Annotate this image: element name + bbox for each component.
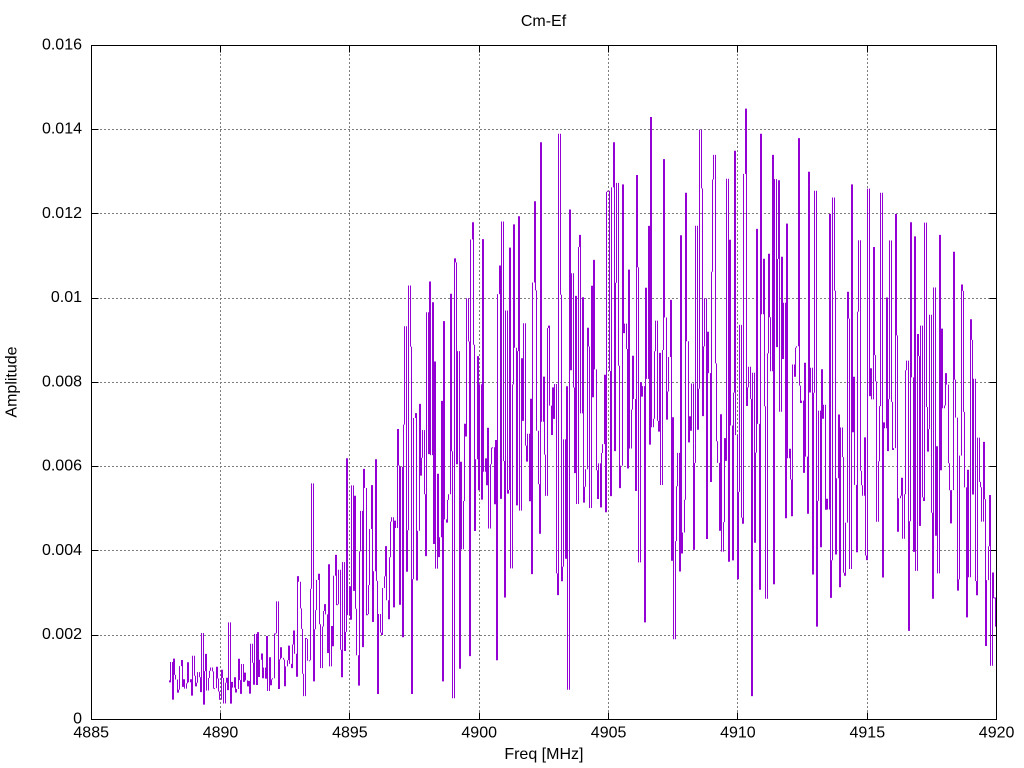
svg-text:4915: 4915 <box>850 725 886 742</box>
svg-text:0.002: 0.002 <box>42 626 82 643</box>
svg-text:4885: 4885 <box>73 725 109 742</box>
svg-text:0.012: 0.012 <box>42 205 82 222</box>
svg-text:Amplitude: Amplitude <box>4 346 21 417</box>
svg-text:4920: 4920 <box>979 725 1015 742</box>
svg-text:0.008: 0.008 <box>42 373 82 390</box>
svg-text:4910: 4910 <box>720 725 756 742</box>
svg-text:4900: 4900 <box>461 725 497 742</box>
svg-text:0.014: 0.014 <box>42 121 82 138</box>
svg-text:Freq [MHz]: Freq [MHz] <box>504 746 583 763</box>
svg-text:4905: 4905 <box>591 725 627 742</box>
svg-text:0: 0 <box>73 710 82 727</box>
svg-text:0.006: 0.006 <box>42 458 82 475</box>
svg-text:0.004: 0.004 <box>42 542 82 559</box>
svg-text:4890: 4890 <box>203 725 239 742</box>
svg-text:Cm-Ef: Cm-Ef <box>521 13 567 30</box>
svg-text:0.01: 0.01 <box>51 289 82 306</box>
svg-text:0.016: 0.016 <box>42 36 82 53</box>
svg-text:4895: 4895 <box>332 725 368 742</box>
